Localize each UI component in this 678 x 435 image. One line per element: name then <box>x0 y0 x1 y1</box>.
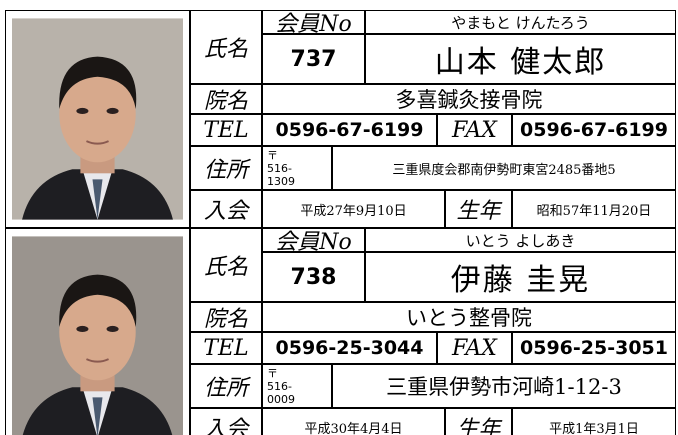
name-label-text: 氏名 <box>203 255 248 280</box>
portrait <box>12 18 183 220</box>
kana: やまもと けんたろう <box>365 10 676 34</box>
clinic-text: 多喜鍼灸接骨院 <box>395 88 543 112</box>
joined: 平成27年9月10日 <box>262 190 445 228</box>
born-label-text: 生年 <box>456 199 501 224</box>
fax-text: 0596-25-3051 <box>520 337 668 359</box>
member-no-label: 会員No <box>262 10 365 34</box>
portrait <box>12 236 183 435</box>
tel-text: 0596-67-6199 <box>275 119 424 141</box>
address: 三重県伊勢市河崎1-12-3 <box>332 364 676 408</box>
joined-label: 入会 <box>190 408 262 435</box>
photo <box>5 10 190 228</box>
born-label: 生年 <box>445 408 512 435</box>
postal-code-text: 〒516-1309 <box>267 148 295 188</box>
clinic: いとう整骨院 <box>262 302 676 332</box>
tel: 0596-67-6199 <box>262 114 437 146</box>
member-name: 伊藤 圭晃 <box>365 252 676 302</box>
clinic-label: 院名 <box>190 84 262 114</box>
kana: いとう よしあき <box>365 228 676 252</box>
fax-text: 0596-67-6199 <box>520 119 668 141</box>
address: 三重県度会郡南伊勢町東宮2485番地5 <box>332 146 676 190</box>
member-number: 737 <box>262 34 365 84</box>
address-label: 住所 <box>190 146 262 190</box>
tel-label: TEL <box>190 114 262 146</box>
member-name: 山本 健太郎 <box>365 34 676 84</box>
tel: 0596-25-3044 <box>262 332 437 364</box>
joined-text: 平成30年4月4日 <box>304 421 403 435</box>
fax-label-text: FAX <box>452 335 497 361</box>
name-label-text: 氏名 <box>203 37 248 62</box>
born: 平成1年3月1日 <box>512 408 676 435</box>
tel-text: 0596-25-3044 <box>275 337 424 359</box>
joined-text: 平成27年9月10日 <box>300 203 407 219</box>
born-label-text: 生年 <box>456 417 501 435</box>
photo <box>5 228 190 435</box>
address-text: 三重県度会郡南伊勢町東宮2485番地5 <box>392 162 616 178</box>
address-label: 住所 <box>190 364 262 408</box>
postal-code: 〒516-0009 <box>262 364 332 408</box>
tel-label-text: TEL <box>203 335 249 361</box>
kana-text: いとう よしあき <box>465 231 576 250</box>
member-no-label: 会員No <box>262 228 365 252</box>
joined-label-text: 入会 <box>203 417 248 435</box>
clinic-text: いとう整骨院 <box>406 306 532 330</box>
address-text: 三重県伊勢市河崎1-12-3 <box>386 375 622 399</box>
clinic: 多喜鍼灸接骨院 <box>262 84 676 114</box>
postal-code-text: 〒516-0009 <box>267 366 295 406</box>
member-number-text: 738 <box>290 264 337 290</box>
born: 昭和57年11月20日 <box>512 190 676 228</box>
joined: 平成30年4月4日 <box>262 408 445 435</box>
member-no-label-text: 会員No <box>275 230 352 252</box>
address-label-text: 住所 <box>203 158 248 183</box>
born-text: 昭和57年11月20日 <box>536 203 652 219</box>
fax: 0596-25-3051 <box>512 332 676 364</box>
joined-label: 入会 <box>190 190 262 228</box>
postal-code: 〒516-1309 <box>262 146 332 190</box>
name-label: 氏名 <box>190 10 262 84</box>
member-number-text: 737 <box>290 46 337 72</box>
clinic-label: 院名 <box>190 302 262 332</box>
clinic-label-text: 院名 <box>203 89 248 114</box>
member-no-label-text: 会員No <box>275 12 352 34</box>
fax-label-text: FAX <box>452 117 497 143</box>
member-number: 738 <box>262 252 365 302</box>
tel-label: TEL <box>190 332 262 364</box>
fax-label: FAX <box>437 114 512 146</box>
born-text: 平成1年3月1日 <box>549 421 639 435</box>
born-label: 生年 <box>445 190 512 228</box>
tel-label-text: TEL <box>203 117 249 143</box>
kana-text: やまもと けんたろう <box>451 13 590 32</box>
address-label-text: 住所 <box>203 376 248 401</box>
fax-label: FAX <box>437 332 512 364</box>
fax: 0596-67-6199 <box>512 114 676 146</box>
joined-label-text: 入会 <box>203 199 248 224</box>
member-name-text: 伊藤 圭晃 <box>450 263 591 298</box>
name-label: 氏名 <box>190 228 262 302</box>
member-name-text: 山本 健太郎 <box>434 45 607 80</box>
clinic-label-text: 院名 <box>203 307 248 332</box>
